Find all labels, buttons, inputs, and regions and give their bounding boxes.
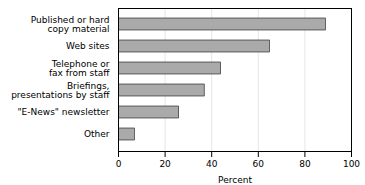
svg-text:"E-News" newsletter: "E-News" newsletter [17, 107, 109, 117]
svg-text:80: 80 [299, 159, 311, 169]
svg-text:Briefings,presentations by sta: Briefings,presentations by staff [11, 81, 110, 100]
svg-text:100: 100 [343, 159, 360, 169]
svg-text:40: 40 [206, 159, 218, 169]
svg-text:Published or hardcopy material: Published or hardcopy material [31, 15, 110, 34]
svg-text:Telephone orfax from staff: Telephone orfax from staff [49, 59, 110, 78]
svg-text:0: 0 [116, 159, 122, 169]
svg-text:Web sites: Web sites [66, 41, 110, 51]
svg-text:Other: Other [84, 129, 110, 139]
svg-text:Percent: Percent [218, 175, 252, 185]
svg-text:60: 60 [253, 159, 265, 169]
svg-text:20: 20 [159, 159, 171, 169]
